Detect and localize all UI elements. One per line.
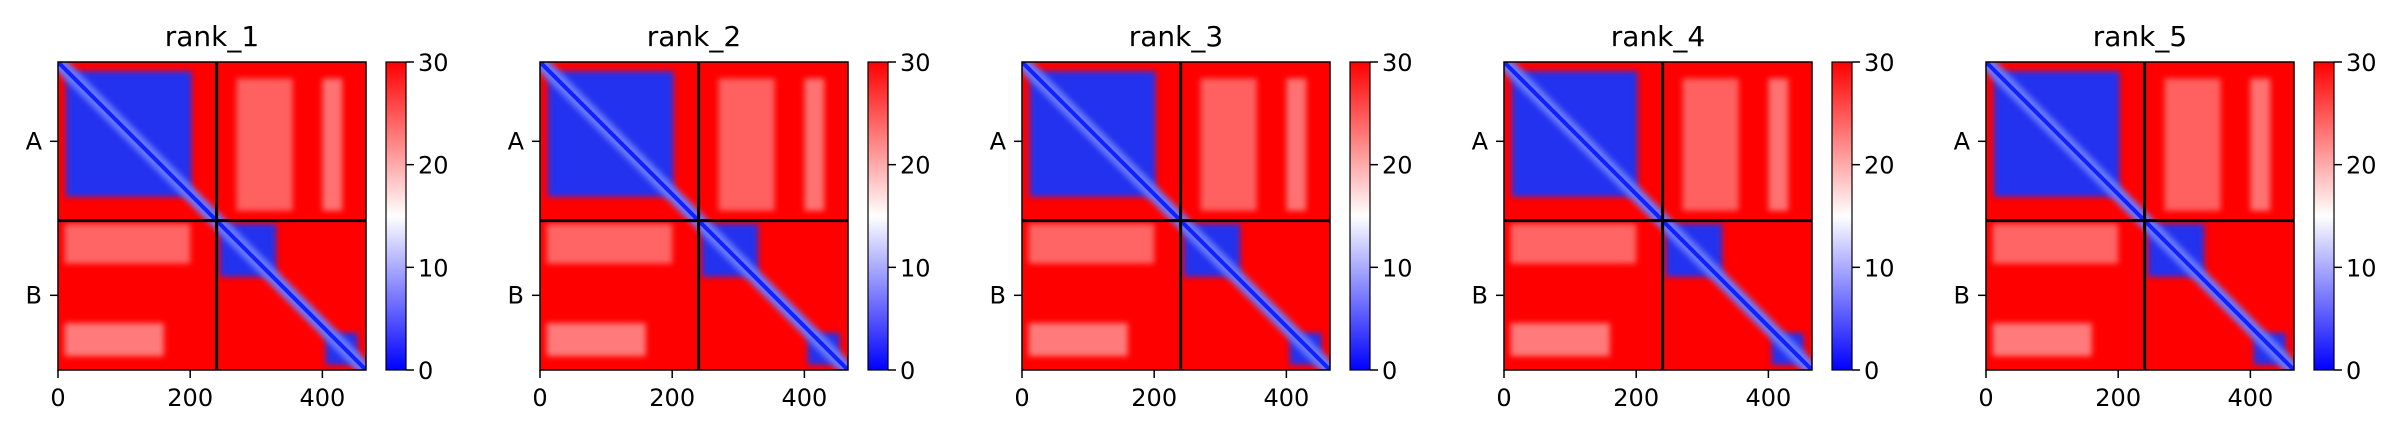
- colorbar-gradient: [2314, 62, 2334, 370]
- y-tick-label: A: [508, 127, 525, 155]
- x-tick-label: 0: [1014, 384, 1029, 412]
- colorbar: 0 10 20 30: [385, 49, 449, 385]
- panel-4: rank_4 0 200 400 A B 0 10 20 30: [1472, 20, 1895, 412]
- axes-frame: [539, 61, 849, 371]
- heatmap: [1022, 62, 1330, 370]
- colorbar-tick-label: 30: [418, 49, 449, 77]
- colorbar: 0 10 20 30: [867, 49, 931, 385]
- y-tick-label: A: [1954, 127, 1971, 155]
- colorbar-tick-label: 20: [1864, 152, 1895, 180]
- colorbar-frame: [1349, 61, 1371, 371]
- diagonal: [540, 62, 848, 370]
- panel-5: rank_5 0 200 400 A B 0 10 20 30: [1954, 20, 2377, 412]
- axes-frame: [1985, 61, 2295, 371]
- x-tick-label: 400: [781, 384, 827, 412]
- colorbar-tick-label: 20: [2346, 152, 2377, 180]
- x-tick-label: 200: [1613, 384, 1659, 412]
- x-tick-label: 400: [1263, 384, 1309, 412]
- y-tick-label: B: [508, 281, 524, 309]
- colorbar-tick-label: 0: [1864, 357, 1879, 385]
- colorbar-tick-label: 10: [900, 254, 931, 282]
- colorbar-tick-label: 20: [1382, 152, 1413, 180]
- colorbar-frame: [867, 61, 889, 371]
- colorbar-tick-label: 20: [418, 152, 449, 180]
- interchain-texture: [1028, 78, 1307, 357]
- panel-title: rank_2: [647, 20, 741, 53]
- panel-title: rank_5: [2093, 20, 2187, 53]
- x-tick-label: 400: [2227, 384, 2273, 412]
- x-tick-label: 0: [532, 384, 547, 412]
- colorbar-tick-label: 10: [418, 254, 449, 282]
- colorbar-tick-label: 20: [900, 152, 931, 180]
- x-tick-label: 400: [1745, 384, 1791, 412]
- colorbar: 0 10 20 30: [1831, 49, 1895, 385]
- heatmap: [58, 62, 366, 370]
- axes-frame: [1503, 61, 1813, 371]
- colorbar-gradient: [1832, 62, 1852, 370]
- colorbar-tick-label: 30: [2346, 49, 2377, 77]
- colorbar-tick-label: 10: [1382, 254, 1413, 282]
- colorbar-frame: [2313, 61, 2335, 371]
- colorbar-tick-label: 30: [1864, 49, 1895, 77]
- axes-frame: [57, 61, 367, 371]
- diagonal: [1986, 62, 2294, 370]
- heatmap: [1986, 62, 2294, 370]
- colorbar-tick-label: 0: [900, 357, 915, 385]
- colorbar-tick-label: 0: [2346, 357, 2361, 385]
- panel-1: rank_1 0 200 400 A B 0 10 20 30: [26, 20, 449, 412]
- colorbar-gradient: [1350, 62, 1370, 370]
- colorbar: 0 10 20 30: [1349, 49, 1413, 385]
- x-tick-label: 0: [50, 384, 65, 412]
- colorbar-tick-label: 30: [900, 49, 931, 77]
- colorbar-tick-label: 0: [1382, 357, 1397, 385]
- colorbar-gradient: [868, 62, 888, 370]
- diagonal: [58, 62, 366, 370]
- colorbar-gradient: [386, 62, 406, 370]
- diagonal: [1022, 62, 1330, 370]
- panel-3: rank_3 0 200 400 A B 0 10 20 30: [990, 20, 1413, 412]
- axes-frame: [1021, 61, 1331, 371]
- x-tick-label: 200: [167, 384, 213, 412]
- panel-title: rank_3: [1129, 20, 1223, 53]
- colorbar-tick-label: 0: [418, 357, 433, 385]
- x-tick-label: 200: [1131, 384, 1177, 412]
- x-tick-label: 400: [299, 384, 345, 412]
- interchain-texture: [1510, 78, 1789, 357]
- heatmap: [540, 62, 848, 370]
- heatmap: [1504, 62, 1812, 370]
- interchain-texture: [64, 78, 343, 357]
- y-tick-label: B: [1472, 281, 1488, 309]
- x-tick-label: 0: [1496, 384, 1511, 412]
- y-tick-label: A: [1472, 127, 1489, 155]
- y-tick-label: B: [1954, 281, 1970, 309]
- interchain-texture: [546, 78, 825, 357]
- panel-title: rank_1: [165, 20, 259, 53]
- x-tick-label: 200: [2095, 384, 2141, 412]
- x-tick-label: 0: [1978, 384, 1993, 412]
- colorbar-frame: [1831, 61, 1853, 371]
- colorbar-frame: [385, 61, 407, 371]
- y-tick-label: B: [26, 281, 42, 309]
- panel-title: rank_4: [1611, 20, 1705, 53]
- interchain-texture: [1992, 78, 2271, 357]
- y-tick-label: A: [26, 127, 43, 155]
- colorbar-tick-label: 10: [1864, 254, 1895, 282]
- panel-2: rank_2 0 200 400 A B 0 10 20 30: [508, 20, 931, 412]
- colorbar-tick-label: 10: [2346, 254, 2377, 282]
- y-tick-label: B: [990, 281, 1006, 309]
- colorbar-tick-label: 30: [1382, 49, 1413, 77]
- y-tick-label: A: [990, 127, 1007, 155]
- x-tick-label: 200: [649, 384, 695, 412]
- diagonal: [1504, 62, 1812, 370]
- colorbar: 0 10 20 30: [2313, 49, 2377, 385]
